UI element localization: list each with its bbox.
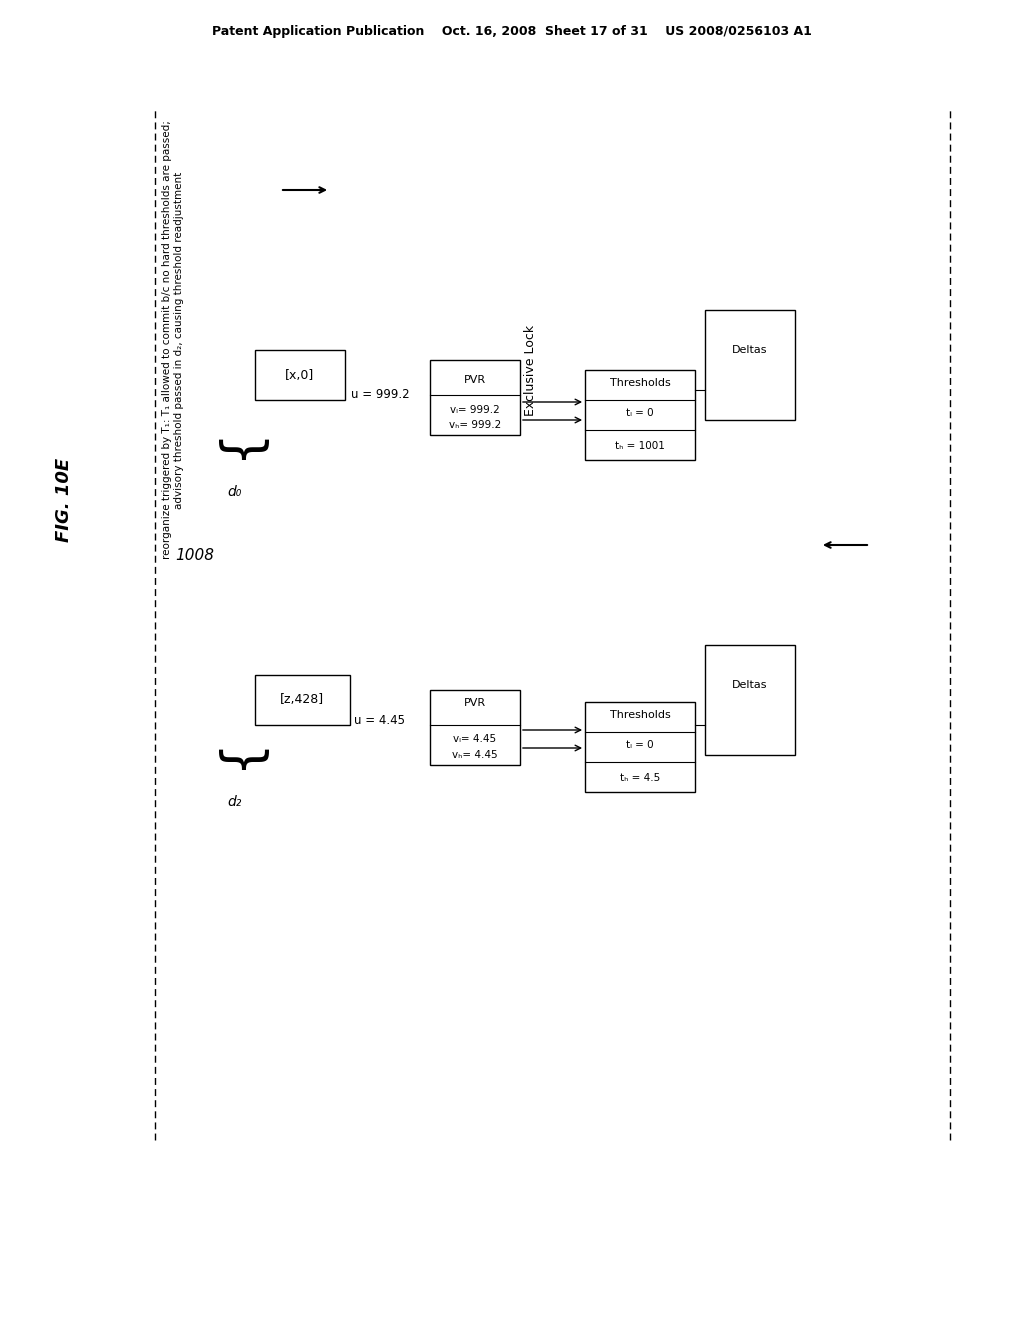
FancyBboxPatch shape xyxy=(255,350,345,400)
Text: tₗ = 0: tₗ = 0 xyxy=(627,741,653,750)
Text: 1008: 1008 xyxy=(175,548,214,562)
FancyBboxPatch shape xyxy=(585,702,695,792)
Text: Deltas: Deltas xyxy=(732,680,768,690)
Text: [z,428]: [z,428] xyxy=(280,693,324,706)
Text: tₗ = 0: tₗ = 0 xyxy=(627,408,653,418)
Text: vₗ= 4.45: vₗ= 4.45 xyxy=(454,734,497,744)
Text: [x,0]: [x,0] xyxy=(286,368,314,381)
Text: PVR: PVR xyxy=(464,375,486,385)
Text: vₕ= 999.2: vₕ= 999.2 xyxy=(449,420,501,430)
Text: u = 999.2: u = 999.2 xyxy=(350,388,410,401)
FancyBboxPatch shape xyxy=(430,360,520,436)
Text: PVR: PVR xyxy=(464,698,486,708)
FancyBboxPatch shape xyxy=(585,370,695,459)
Text: Thresholds: Thresholds xyxy=(609,378,671,388)
Text: vₕ= 4.45: vₕ= 4.45 xyxy=(453,750,498,760)
FancyBboxPatch shape xyxy=(705,645,795,755)
Text: u = 4.45: u = 4.45 xyxy=(354,714,406,726)
Text: FIG. 10E: FIG. 10E xyxy=(55,458,73,543)
FancyBboxPatch shape xyxy=(255,675,350,725)
Text: d₀: d₀ xyxy=(227,484,243,499)
Text: reorganize triggered by T₁: T₁ allowed to commit b/c no hard thresholds are pass: reorganize triggered by T₁: T₁ allowed t… xyxy=(162,120,183,560)
Text: tₕ = 4.5: tₕ = 4.5 xyxy=(620,774,660,783)
Text: vₗ= 999.2: vₗ= 999.2 xyxy=(451,405,500,414)
Text: Deltas: Deltas xyxy=(732,345,768,355)
Text: d₂: d₂ xyxy=(227,795,243,809)
Text: Exclusive Lock: Exclusive Lock xyxy=(523,325,537,416)
FancyBboxPatch shape xyxy=(705,310,795,420)
Text: }: } xyxy=(209,438,261,471)
Text: Thresholds: Thresholds xyxy=(609,710,671,719)
FancyBboxPatch shape xyxy=(430,690,520,766)
Text: tₕ = 1001: tₕ = 1001 xyxy=(615,441,665,451)
Text: }: } xyxy=(209,748,261,781)
Text: Patent Application Publication    Oct. 16, 2008  Sheet 17 of 31    US 2008/02561: Patent Application Publication Oct. 16, … xyxy=(212,25,812,38)
